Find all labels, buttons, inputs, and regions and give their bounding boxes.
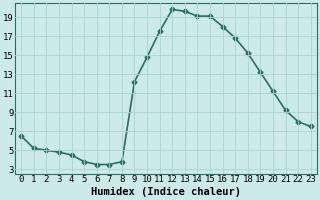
X-axis label: Humidex (Indice chaleur): Humidex (Indice chaleur) — [91, 187, 241, 197]
